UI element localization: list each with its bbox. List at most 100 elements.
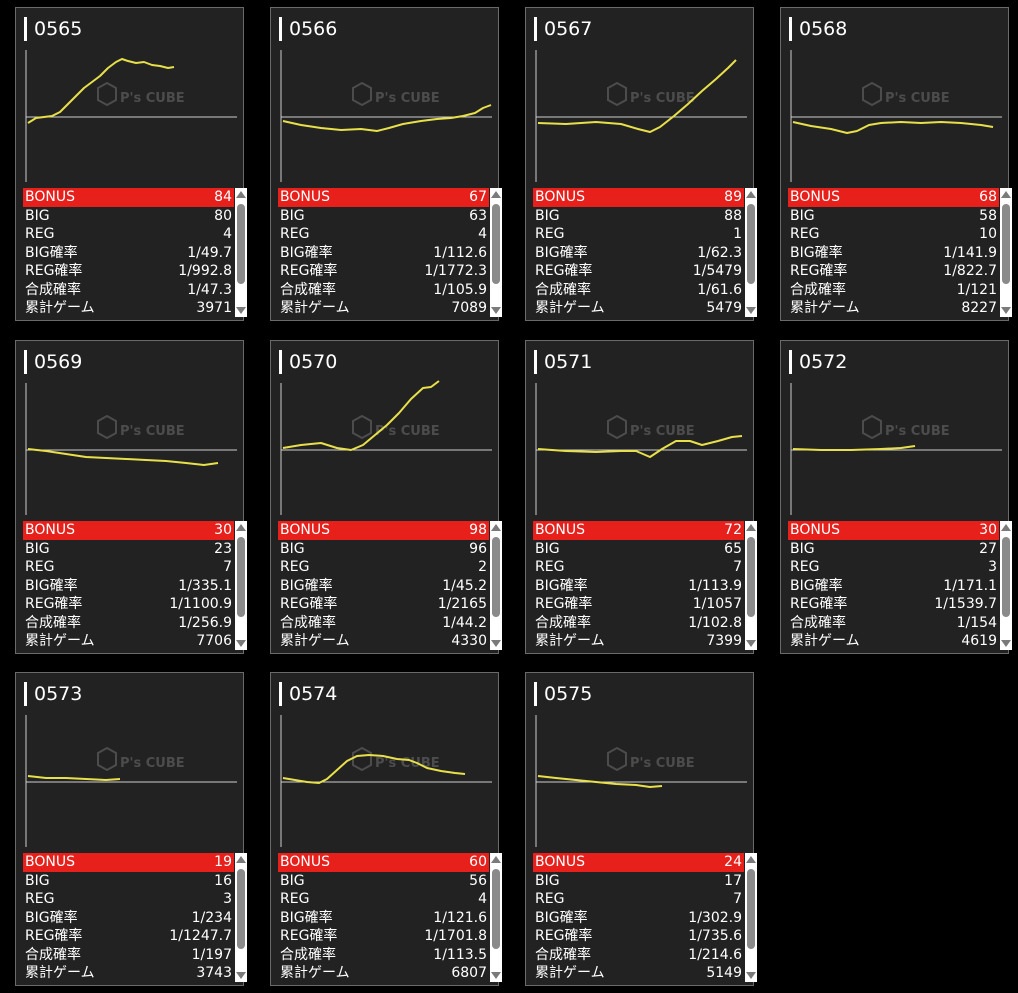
stats-scrollbar[interactable]	[745, 188, 757, 317]
scroll-down-arrow-icon[interactable]	[746, 640, 756, 647]
scroll-up-arrow-icon[interactable]	[746, 191, 756, 198]
reg-rate-row-label: REG確率	[280, 263, 338, 279]
scroll-down-arrow-icon[interactable]	[491, 640, 501, 647]
machine-card-0569[interactable]: 0569 P's CUBE BONUS 30 BIG 23 REG 7 BIG確…	[15, 340, 247, 654]
scroll-down-arrow-icon[interactable]	[746, 972, 756, 979]
big-rate-row: BIG確率 1/234	[23, 909, 234, 928]
big-rate-row-label: BIG確率	[535, 909, 588, 926]
stats-scrollbar[interactable]	[490, 188, 502, 317]
stats-list[interactable]: BONUS 30 BIG 27 REG 3 BIG確率 1/171.1 REG確…	[788, 521, 999, 650]
scroll-thumb[interactable]	[492, 869, 500, 949]
stats-scrollbar[interactable]	[745, 853, 757, 982]
scroll-up-arrow-icon[interactable]	[746, 856, 756, 863]
machine-card-0565[interactable]: 0565 P's CUBE BONUS 84 BIG 80 REG 4 BIG確…	[15, 7, 247, 321]
bonus-row-label: BONUS	[535, 189, 585, 205]
card-header: 0566	[279, 17, 337, 41]
reg-row-value: 1	[733, 226, 742, 242]
watermark-logo: P's CUBE	[607, 746, 695, 772]
big-rate-row-label: BIG確率	[280, 909, 333, 926]
reg-row: REG 3	[788, 558, 999, 577]
scroll-thumb[interactable]	[747, 537, 755, 617]
scroll-up-arrow-icon[interactable]	[491, 856, 501, 863]
stats-scrollbar[interactable]	[1000, 188, 1012, 317]
payout-line	[282, 380, 440, 451]
stats-scrollbar[interactable]	[235, 188, 247, 317]
stats-list[interactable]: BONUS 98 BIG 96 REG 2 BIG確率 1/45.2 REG確率…	[278, 521, 489, 650]
bonus-row-label: BONUS	[280, 189, 330, 205]
stats-scrollbar[interactable]	[490, 521, 502, 650]
big-row: BIG 63	[278, 207, 489, 226]
reg-row-label: REG	[790, 226, 820, 242]
scroll-thumb[interactable]	[237, 537, 245, 617]
machine-card-0574[interactable]: 0574 P's CUBE BONUS 60 BIG 56 REG 4 BIG確…	[270, 672, 502, 986]
reg-row-value: 7	[733, 891, 742, 907]
scroll-down-arrow-icon[interactable]	[491, 972, 501, 979]
scroll-up-arrow-icon[interactable]	[491, 524, 501, 531]
stats-list[interactable]: BONUS 68 BIG 58 REG 10 BIG確率 1/141.9 REG…	[788, 188, 999, 317]
big-row-label: BIG	[280, 872, 305, 889]
scroll-down-arrow-icon[interactable]	[746, 307, 756, 314]
scroll-up-arrow-icon[interactable]	[1001, 524, 1011, 531]
stats-scrollbar[interactable]	[1000, 521, 1012, 650]
machine-card-0573[interactable]: 0573 P's CUBE BONUS 19 BIG 16 REG 3 BIG確…	[15, 672, 247, 986]
big-row: BIG 96	[278, 540, 489, 559]
bonus-row-label: BONUS	[25, 854, 75, 870]
machine-card-0571[interactable]: 0571 P's CUBE BONUS 72 BIG 65 REG 7 BIG確…	[525, 340, 757, 654]
payout-graph: P's CUBE	[280, 380, 492, 515]
scroll-up-arrow-icon[interactable]	[491, 191, 501, 198]
stats-list[interactable]: BONUS 84 BIG 80 REG 4 BIG確率 1/49.7 REG確率…	[23, 188, 234, 317]
total-games-row-value: 6807	[451, 965, 487, 981]
scroll-down-arrow-icon[interactable]	[236, 307, 246, 314]
stats-list[interactable]: BONUS 60 BIG 56 REG 4 BIG確率 1/121.6 REG確…	[278, 853, 489, 982]
scroll-up-arrow-icon[interactable]	[236, 524, 246, 531]
machine-card-0570[interactable]: 0570 P's CUBE BONUS 98 BIG 96 REG 2 BIG確…	[270, 340, 502, 654]
scroll-down-arrow-icon[interactable]	[236, 972, 246, 979]
stats-scrollbar[interactable]	[235, 853, 247, 982]
stats-list[interactable]: BONUS 89 BIG 88 REG 1 BIG確率 1/62.3 REG確率…	[533, 188, 744, 317]
machine-card-0566[interactable]: 0566 P's CUBE BONUS 67 BIG 63 REG 4 BIG確…	[270, 7, 502, 321]
scroll-thumb[interactable]	[492, 537, 500, 617]
scroll-thumb[interactable]	[747, 204, 755, 284]
machine-card-0568[interactable]: 0568 P's CUBE BONUS 68 BIG 58 REG 10 BIG…	[780, 7, 1012, 321]
scroll-down-arrow-icon[interactable]	[236, 640, 246, 647]
total-games-row: 累計ゲーム 7089	[278, 299, 489, 318]
scroll-down-arrow-icon[interactable]	[1001, 307, 1011, 314]
watermark-text: P's CUBE	[885, 424, 950, 439]
stats-scrollbar[interactable]	[490, 853, 502, 982]
scroll-thumb[interactable]	[1002, 204, 1010, 284]
bonus-row-value: 68	[979, 189, 997, 205]
stats-list[interactable]: BONUS 67 BIG 63 REG 4 BIG確率 1/112.6 REG確…	[278, 188, 489, 317]
reg-row-label: REG	[535, 559, 565, 575]
scroll-thumb[interactable]	[237, 204, 245, 284]
scroll-up-arrow-icon[interactable]	[1001, 191, 1011, 198]
reg-rate-row: REG確率 1/735.6	[533, 927, 744, 946]
scroll-thumb[interactable]	[492, 204, 500, 284]
machine-card-0572[interactable]: 0572 P's CUBE BONUS 30 BIG 27 REG 3 BIG確…	[780, 340, 1012, 654]
stats-list[interactable]: BONUS 24 BIG 17 REG 7 BIG確率 1/302.9 REG確…	[533, 853, 744, 982]
machine-number: 0567	[544, 18, 593, 40]
scroll-thumb[interactable]	[1002, 537, 1010, 617]
machine-card-0575[interactable]: 0575 P's CUBE BONUS 24 BIG 17 REG 7 BIG確…	[525, 672, 757, 986]
total-games-row-label: 累計ゲーム	[25, 965, 95, 981]
scroll-down-arrow-icon[interactable]	[1001, 640, 1011, 647]
stats-list[interactable]: BONUS 30 BIG 23 REG 7 BIG確率 1/335.1 REG確…	[23, 521, 234, 650]
payout-graph: P's CUBE	[535, 383, 747, 515]
payout-graph: P's CUBE	[535, 715, 747, 847]
scroll-up-arrow-icon[interactable]	[746, 524, 756, 531]
watermark-logo: P's CUBE	[352, 81, 440, 107]
scroll-up-arrow-icon[interactable]	[236, 856, 246, 863]
stats-list[interactable]: BONUS 72 BIG 65 REG 7 BIG確率 1/113.9 REG確…	[533, 521, 744, 650]
stats-list[interactable]: BONUS 19 BIG 16 REG 3 BIG確率 1/234 REG確率 …	[23, 853, 234, 982]
total-games-row-value: 4619	[961, 633, 997, 649]
bonus-row-value: 98	[469, 522, 487, 538]
scroll-thumb[interactable]	[237, 869, 245, 949]
machine-card-0567[interactable]: 0567 P's CUBE BONUS 89 BIG 88 REG 1 BIG確…	[525, 7, 757, 321]
stats-scrollbar[interactable]	[745, 521, 757, 650]
cube-icon	[97, 414, 117, 440]
scroll-down-arrow-icon[interactable]	[491, 307, 501, 314]
reg-row: REG 2	[278, 558, 489, 577]
reg-rate-row-label: REG確率	[535, 596, 593, 612]
stats-scrollbar[interactable]	[235, 521, 247, 650]
scroll-up-arrow-icon[interactable]	[236, 191, 246, 198]
scroll-thumb[interactable]	[747, 869, 755, 949]
